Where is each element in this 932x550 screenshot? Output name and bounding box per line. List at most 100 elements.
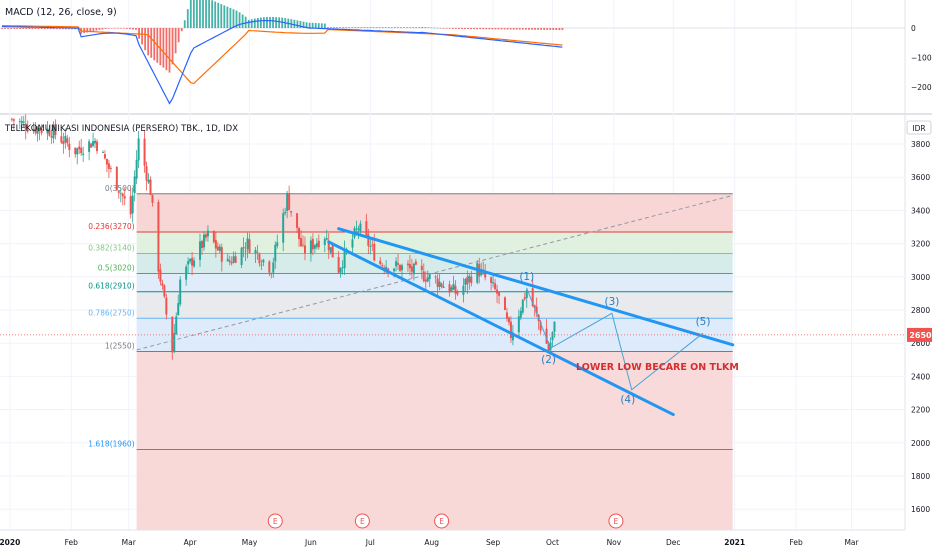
time-axis[interactable]: 2020 Feb Mar Apr May Jun Jul Aug Sep Oct Nov Dec 202… <box>0 513 905 547</box>
price-axis-tick: 2800 <box>911 306 930 315</box>
candle-body <box>133 176 136 194</box>
macd-histogram-bar <box>229 7 232 28</box>
macd-histogram-bar <box>442 28 445 29</box>
fib-level-label: 1(2550) <box>105 342 135 351</box>
macd-histogram-bar <box>500 28 503 30</box>
symbol-title: TELEKOMUNIKASI INDONESIA (PERSERO) TBK.,… <box>4 124 238 134</box>
price-axis-tick: 2600 <box>911 339 930 348</box>
currency-label: IDR <box>912 124 925 133</box>
fib-zone <box>136 231 733 254</box>
macd-histogram-bar <box>199 0 201 29</box>
macd-histogram-bar <box>369 27 372 28</box>
wave-label: (2) <box>541 354 556 366</box>
candle-body <box>498 291 501 296</box>
candle-body <box>521 299 524 313</box>
candle-body <box>244 250 247 252</box>
fib-zone <box>136 351 733 450</box>
candle-body <box>408 264 411 269</box>
macd-histogram-bar <box>19 28 22 29</box>
candle-body <box>290 210 293 213</box>
candle-body <box>327 240 330 251</box>
candle-body <box>240 247 243 266</box>
macd-histogram-bar <box>320 23 323 28</box>
macd-histogram-bar <box>186 9 189 28</box>
macd-histogram-bar <box>238 12 241 28</box>
candle-body <box>359 223 362 232</box>
macd-histogram-bar <box>101 28 104 30</box>
candle-body <box>137 138 140 161</box>
fib-level-label: 0.236(3270) <box>88 222 134 231</box>
candle-body <box>422 271 425 282</box>
macd-histogram-bar <box>259 17 262 28</box>
candle-body <box>94 140 97 144</box>
macd-histogram-bar <box>390 27 393 28</box>
candle-body <box>357 228 360 230</box>
price-axis[interactable]: 1600 1800 2000 2200 2400 2600 2800 3000 3200 3400… <box>0 120 932 514</box>
earnings-event-marker[interactable] <box>267 513 283 529</box>
drawings[interactable]: (1) (2) (3) (4) (5) LOWER LOW BECARE ON TLKM <box>136 194 739 417</box>
macd-histogram-bar <box>317 23 320 28</box>
elliott-wave-path[interactable] <box>526 288 704 391</box>
dashed-trendline[interactable] <box>136 194 733 351</box>
candle-body <box>315 243 318 248</box>
candle-body <box>36 127 39 134</box>
macd-histogram-bar <box>409 27 412 28</box>
earnings-event-marker[interactable] <box>434 513 450 529</box>
channel-trendline[interactable] <box>327 240 675 417</box>
candle-body <box>147 179 150 183</box>
macd-pane: 0 −100 −200 <box>0 0 932 105</box>
macd-histogram-bar <box>351 27 354 28</box>
macd-histogram-bar <box>549 28 552 30</box>
candle-body <box>397 263 400 265</box>
candle-body <box>365 221 368 236</box>
candle-body <box>78 146 81 150</box>
candle-body <box>343 249 346 269</box>
earnings-event-marker[interactable] <box>354 513 370 529</box>
candle-body <box>20 120 23 124</box>
candle-body <box>282 213 285 243</box>
fib-level-label: 0.382(3140) <box>88 244 134 253</box>
channel-trendline[interactable] <box>337 227 735 347</box>
macd-histogram-bar <box>518 28 521 30</box>
candle-body <box>547 343 550 352</box>
candle-body <box>92 141 95 146</box>
macd-histogram-bar <box>433 27 436 29</box>
macd-histogram-bar <box>129 28 131 30</box>
currency-badge[interactable] <box>906 120 932 135</box>
candle-body <box>276 242 279 247</box>
macd-histogram-bar <box>211 0 214 28</box>
candle-body <box>323 239 326 246</box>
candle-body <box>54 123 57 135</box>
candle-body <box>129 196 132 215</box>
candle-body <box>517 316 520 333</box>
price-axis-tick: 1600 <box>911 505 930 514</box>
macd-histogram-bar <box>400 27 402 28</box>
macd-histogram-bar <box>275 17 278 28</box>
candle-body <box>200 241 203 248</box>
macd-histogram-bar <box>397 27 399 28</box>
macd-histogram-bar <box>266 17 268 28</box>
candle-body <box>135 159 138 179</box>
macd-histogram-bar <box>479 28 482 30</box>
earnings-event-marker[interactable] <box>608 513 624 529</box>
candle-body <box>157 201 160 272</box>
fib-level-label: 1.618(1960) <box>88 439 134 448</box>
macd-histogram-bar <box>561 28 564 31</box>
macd-histogram-bar <box>430 27 433 29</box>
candle-body <box>105 158 108 165</box>
candle-body <box>395 261 398 267</box>
fibonacci-retracement[interactable]: 0(3500) 0.236(3270) 0.382(3140) 0.5(3020) 0.… <box>88 184 733 530</box>
last-price-tag[interactable] <box>907 327 932 342</box>
macd-histogram-bar <box>457 28 460 29</box>
candle-body <box>143 138 146 166</box>
macd-histogram-bar <box>464 28 466 30</box>
macd-histogram-bar <box>89 28 92 32</box>
candle-body <box>317 240 320 248</box>
candle-body <box>507 317 510 323</box>
candle-body <box>274 244 277 262</box>
candle-body <box>226 258 229 262</box>
fib-zone-bottom <box>136 449 733 530</box>
macd-histogram-bar <box>7 28 9 29</box>
macd-histogram-bar <box>497 28 500 30</box>
